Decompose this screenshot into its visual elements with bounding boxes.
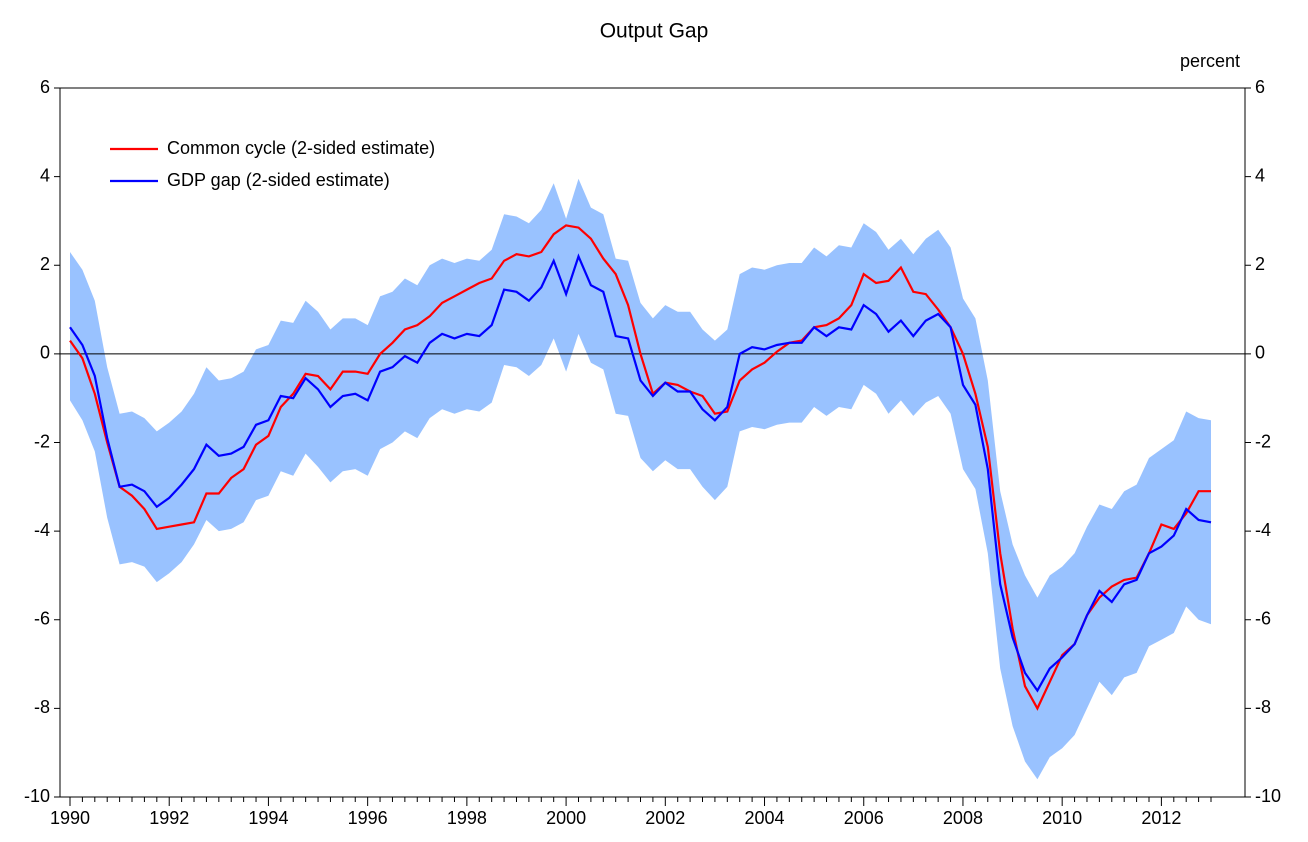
y2-tick-label: -10 <box>1255 786 1281 806</box>
x-tick-label: 2010 <box>1042 808 1082 828</box>
y2-tick-label: -2 <box>1255 431 1271 451</box>
y2-tick-label: -6 <box>1255 609 1271 629</box>
series-line <box>69 224 1211 711</box>
x-tick-label: 1996 <box>348 808 388 828</box>
y-tick-label: -6 <box>34 609 50 629</box>
x-tick-label: 1998 <box>447 808 487 828</box>
y-tick-label: -10 <box>24 786 50 806</box>
x-tick-label: 2006 <box>844 808 884 828</box>
confidence-band <box>70 178 1211 780</box>
x-tick-label: 2002 <box>645 808 685 828</box>
y2-tick-label: 2 <box>1255 254 1265 274</box>
y2-tick-label: 6 <box>1255 77 1265 97</box>
legend-label: GDP gap (2-sided estimate) <box>167 170 390 190</box>
y-tick-label: 2 <box>40 254 50 274</box>
legend-label: Common cycle (2-sided estimate) <box>167 138 435 158</box>
y2-tick-label: -8 <box>1255 697 1271 717</box>
x-tick-label: 2012 <box>1141 808 1181 828</box>
y-tick-label: 0 <box>40 343 50 363</box>
y-tick-label: 4 <box>40 165 50 185</box>
y-tick-label: -4 <box>34 520 50 540</box>
y-tick-label: -8 <box>34 697 50 717</box>
x-tick-label: 2008 <box>943 808 983 828</box>
y-axis-label: percent <box>1180 51 1240 71</box>
chart-title: Output Gap <box>600 20 709 43</box>
y-tick-label: -2 <box>34 431 50 451</box>
y2-tick-label: -4 <box>1255 520 1271 540</box>
x-tick-label: 1990 <box>50 808 90 828</box>
y2-tick-label: 0 <box>1255 343 1265 363</box>
x-tick-label: 2000 <box>546 808 586 828</box>
x-tick-label: 1992 <box>149 808 189 828</box>
x-tick-label: 1994 <box>248 808 288 828</box>
x-tick-label: 2004 <box>744 808 784 828</box>
y2-tick-label: 4 <box>1255 165 1265 185</box>
y-tick-label: 6 <box>40 77 50 97</box>
series-line <box>69 253 1212 693</box>
